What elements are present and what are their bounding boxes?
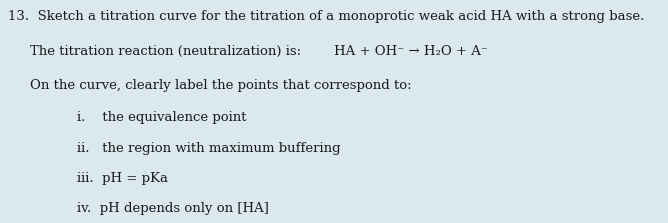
Text: iii.  pH = pKa: iii. pH = pKa xyxy=(77,172,168,185)
Text: iv.  pH depends only on [HA]: iv. pH depends only on [HA] xyxy=(77,202,269,215)
Text: ii.   the region with maximum buffering: ii. the region with maximum buffering xyxy=(77,142,341,155)
Text: The titration reaction (neutralization) is:: The titration reaction (neutralization) … xyxy=(30,45,301,58)
Text: i.    the equivalence point: i. the equivalence point xyxy=(77,112,246,124)
Text: HA + OH⁻ → H₂O + A⁻: HA + OH⁻ → H₂O + A⁻ xyxy=(334,45,488,58)
Text: On the curve, clearly label the points that correspond to:: On the curve, clearly label the points t… xyxy=(30,79,411,92)
Text: 13.  Sketch a titration curve for the titration of a monoprotic weak acid HA wit: 13. Sketch a titration curve for the tit… xyxy=(8,10,645,23)
